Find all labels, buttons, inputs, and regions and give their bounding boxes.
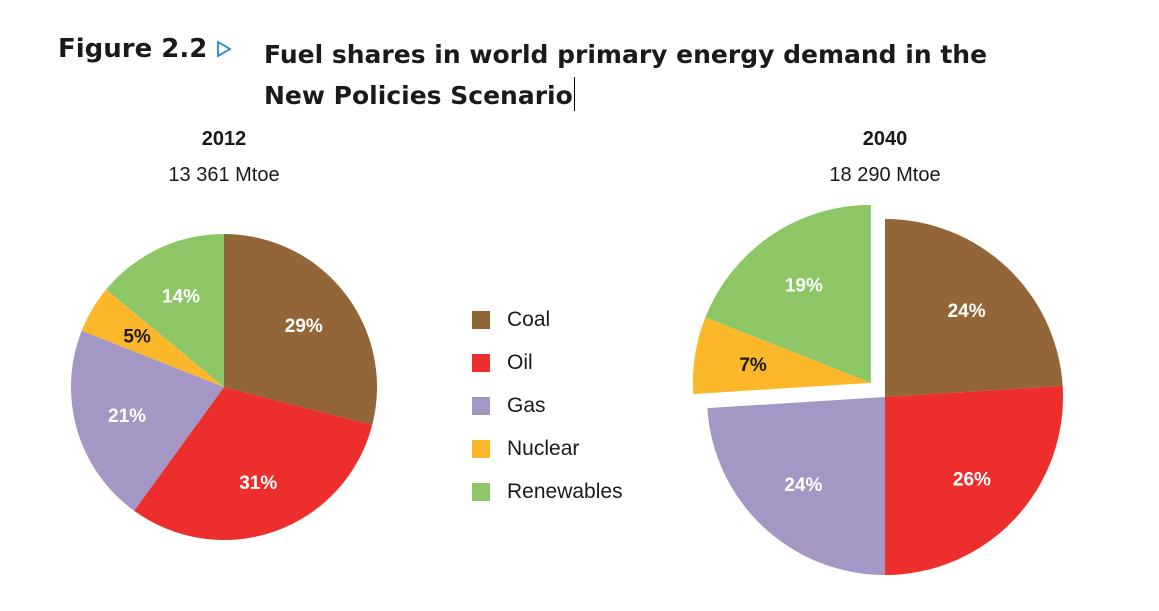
pie-value-label-2040-oil: 26% — [953, 470, 991, 491]
triangle-arrow-icon — [217, 40, 232, 58]
figure-title-line-2: New Policies Scenario — [264, 75, 1024, 116]
pie-value-label-2040-nuclear: 7% — [739, 355, 767, 376]
pie-slice-2040-oil — [885, 385, 1064, 575]
pie-subtitle-2012: 13 361 Mtoe — [168, 164, 279, 186]
pie-slice-2040-coal — [885, 219, 1063, 397]
pie-title-2012: 2012 — [202, 128, 247, 150]
text-cursor — [573, 77, 575, 111]
legend-item-gas: Gas — [472, 384, 623, 427]
legend-swatch-nuclear — [472, 439, 490, 458]
legend-swatch-renewables — [472, 482, 490, 501]
pie-2040: 2040 18 290 Mtoe 24% 26% 24% 7% 19% — [692, 128, 1064, 575]
legend-item-coal: Coal — [472, 298, 623, 341]
pie-slice-2040-renewables — [705, 204, 871, 383]
pie-slice-2040-nuclear — [692, 317, 871, 395]
legend-item-nuclear: Nuclear — [472, 427, 623, 470]
pie-slice-2012-renewables — [106, 234, 224, 387]
pie-title-2040: 2040 — [863, 128, 908, 150]
pie-value-label-2040-renewables: 19% — [785, 275, 823, 296]
pie-value-label-2012-renewables: 14% — [162, 287, 200, 308]
legend: Coal Oil Gas Nuclear Renewables — [472, 298, 623, 513]
pie-value-label-2012-nuclear: 5% — [123, 327, 151, 348]
legend-swatch-gas — [472, 396, 490, 415]
pie-subtitle-2040: 18 290 Mtoe — [829, 164, 940, 186]
pie-value-label-2040-coal: 24% — [948, 301, 986, 322]
legend-label-gas: Gas — [507, 393, 546, 417]
legend-label-renewables: Renewables — [507, 479, 623, 503]
pie-slice-2040-gas — [707, 397, 885, 575]
pie-slice-2012-oil — [134, 387, 373, 541]
legend-label-oil: Oil — [507, 350, 533, 374]
pie-slice-2012-coal — [224, 234, 377, 426]
pie-value-label-2012-oil: 31% — [239, 473, 277, 494]
legend-item-renewables: Renewables — [472, 470, 623, 513]
legend-swatch-coal — [472, 310, 490, 329]
legend-item-oil: Oil — [472, 341, 623, 384]
figure-title-line-1: Fuel shares in world primary energy dema… — [264, 40, 988, 69]
pie-value-label-2040-gas: 24% — [784, 475, 822, 496]
legend-swatch-oil — [472, 353, 490, 372]
legend-label-coal: Coal — [507, 307, 551, 331]
legend-label-nuclear: Nuclear — [507, 436, 580, 460]
pie-slice-2012-nuclear — [81, 289, 224, 387]
figure-title-line-2-text: New Policies Scenario — [264, 81, 573, 110]
figure-title: Fuel shares in world primary energy dema… — [264, 34, 1024, 116]
pie-slice-2012-gas — [70, 330, 224, 511]
pie-value-label-2012-coal: 29% — [285, 316, 323, 337]
figure-label: Figure 2.2 — [58, 34, 208, 64]
pie-2012: 2012 13 361 Mtoe 29% 31% 21% 5% 14% — [70, 128, 377, 541]
pie-value-label-2012-gas: 21% — [108, 406, 146, 427]
